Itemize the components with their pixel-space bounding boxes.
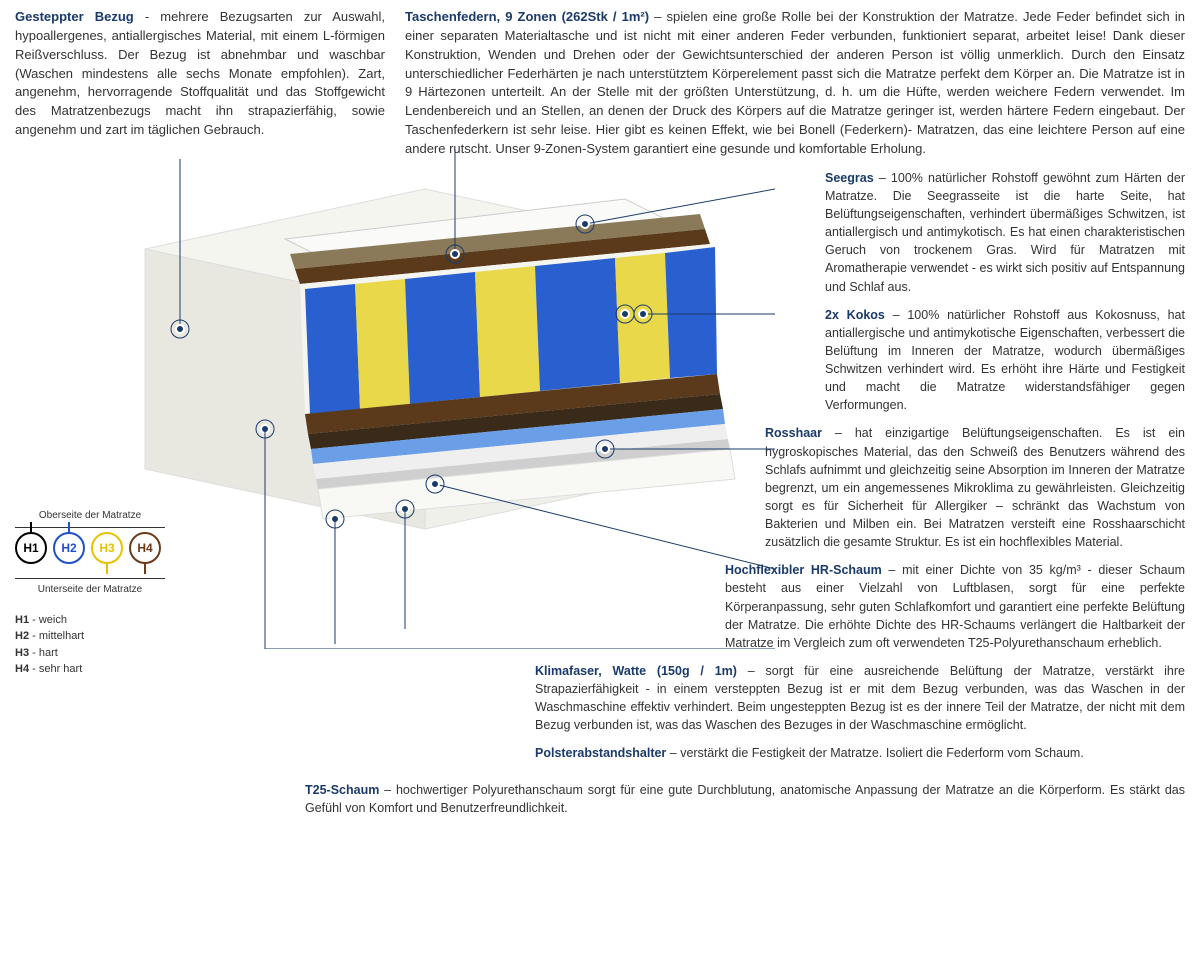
right-descriptions: Seegras – 100% natürlicher Rohstoff gewö… <box>785 169 1185 773</box>
desc-kokos: 2x Kokos – 100% natürlicher Rohstoff aus… <box>825 306 1185 415</box>
cover-text: - mehrere Bezugsarten zur Auswahl, hypoa… <box>15 9 385 137</box>
cover-description: Gesteppter Bezug - mehrere Bezugsarten z… <box>15 8 385 159</box>
mattress-diagram <box>25 149 775 649</box>
springs-text: – spielen eine große Rolle bei der Konst… <box>405 9 1185 156</box>
springs-title: Taschenfedern, 9 Zonen (262Stk / 1m²) <box>405 9 649 24</box>
springs-description: Taschenfedern, 9 Zonen (262Stk / 1m²) – … <box>405 8 1185 159</box>
desc-rosshaar: Rosshaar – hat einzigartige Belüftungsei… <box>765 424 1185 551</box>
desc-seegras: Seegras – 100% natürlicher Rohstoff gewö… <box>825 169 1185 296</box>
desc-klimafaser: Klimafaser, Watte (150g / 1m) – sorgt fü… <box>535 662 1185 735</box>
desc-hrfoam: Hochflexibler HR-Schaum – mit einer Dich… <box>725 561 1185 652</box>
cover-title: Gesteppter Bezug <box>15 9 134 24</box>
desc-polster: Polsterabstandshalter – verstärkt die Fe… <box>535 744 1185 762</box>
desc-t25: T25-Schaum – hochwertiger Polyurethansch… <box>305 781 1185 817</box>
